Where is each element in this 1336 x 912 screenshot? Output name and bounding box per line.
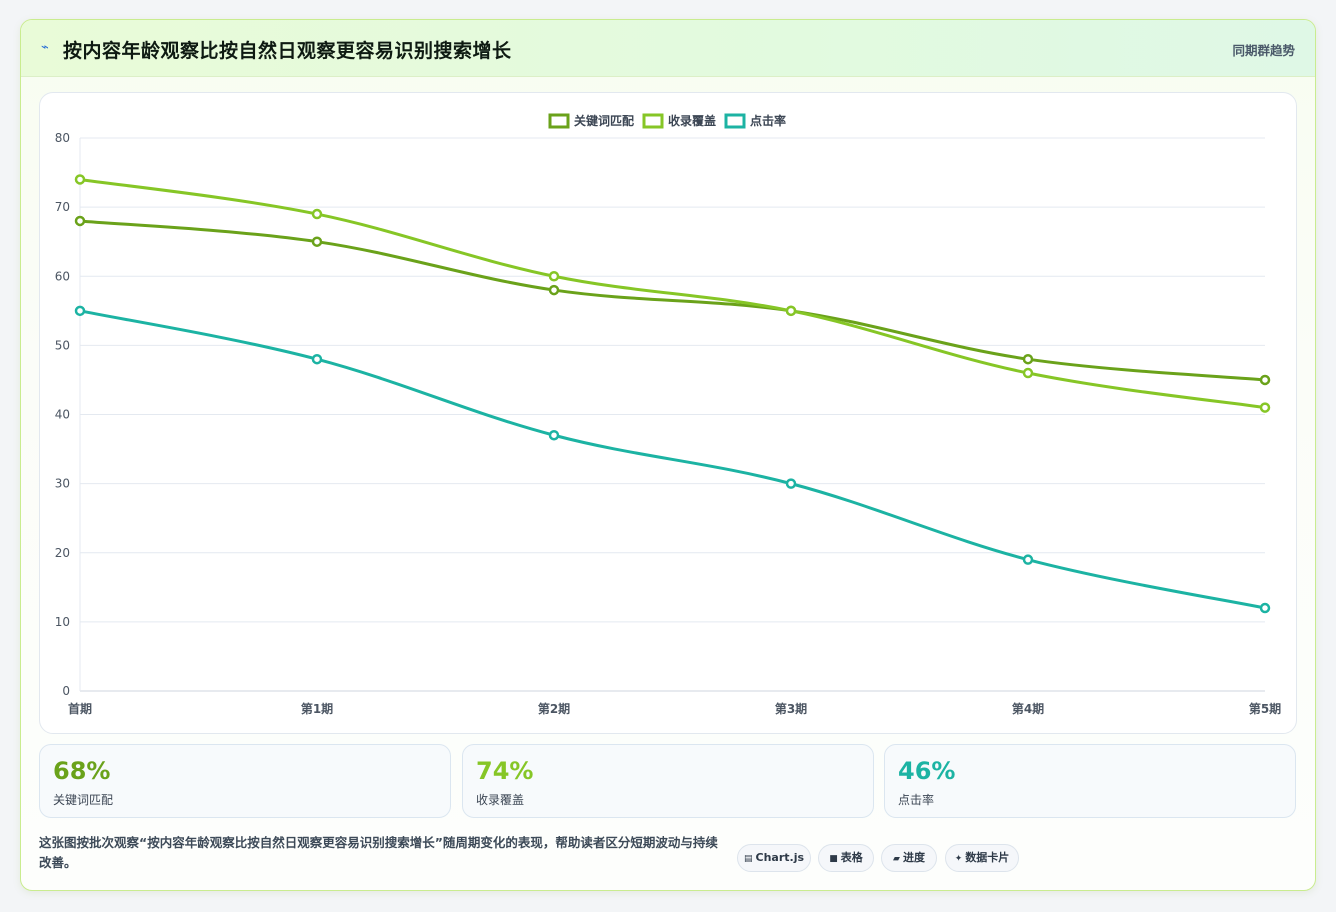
stat-label: 关键词匹配 [53, 793, 114, 807]
x-tick-label: 第4期 [1012, 701, 1044, 716]
data-point [311, 353, 323, 365]
lightning-icon: ⌁ [41, 40, 49, 55]
x-tick-label: 第5期 [1249, 701, 1281, 716]
y-tick-label: 30 [55, 477, 70, 491]
data-point [1259, 402, 1271, 413]
x-tick-label: 第1期 [301, 701, 333, 716]
data-point [74, 215, 86, 227]
sparkle-icon: ✦ [954, 854, 963, 864]
legend-swatch [642, 113, 664, 129]
progress-icon: ▰ [893, 854, 900, 864]
stat-label: 点击率 [898, 793, 935, 807]
y-tick-label: 80 [55, 131, 70, 145]
legend-swatch [548, 113, 570, 129]
datacard-tag-button[interactable]: ✦ 数据卡片 [945, 844, 1019, 872]
stat-card-index: 74% 收录覆盖 [462, 744, 874, 818]
legend-label: 收录覆盖 [668, 113, 716, 128]
chart-icon: ▤ [743, 854, 753, 864]
y-tick-label: 50 [55, 338, 70, 352]
series-line [79, 177, 1266, 410]
data-point [548, 429, 560, 441]
data-point [311, 236, 323, 247]
stat-value: 68% [53, 757, 111, 785]
progress-tag-button[interactable]: ▰ 进度 [881, 844, 937, 872]
chart-title: 按内容年龄观察比按自然日观察更容易识别搜索增长 [63, 40, 512, 62]
data-point [1022, 554, 1034, 565]
data-point [548, 271, 560, 282]
data-point [1022, 367, 1034, 379]
y-tick-label: 40 [55, 408, 70, 422]
data-point [785, 478, 797, 489]
card-header: ⌁ 按内容年龄观察比按自然日观察更容易识别搜索增长 同期群趋势 [21, 20, 1315, 77]
legend-label: 关键词匹配 [574, 113, 634, 128]
line-chart: 0 10 20 30 40 50 60 70 80 首期 第1期 第2期 第3期 第4期 第5期 关键词匹配 收… [55, 113, 1281, 716]
x-tick-label: 第2期 [538, 701, 570, 716]
chartjs-tag-button[interactable]: ▤ Chart.js [737, 844, 811, 872]
stat-value: 46% [898, 757, 956, 785]
table-tag-button[interactable]: ■ 表格 [818, 844, 874, 872]
y-tick-label: 60 [55, 269, 70, 283]
data-point [1022, 353, 1034, 365]
legend-swatch [724, 113, 746, 129]
legend-label: 点击率 [750, 113, 786, 128]
pill-label: Chart.js [755, 851, 805, 864]
x-tick-label: 首期 [68, 701, 92, 716]
data-point [548, 284, 560, 296]
stat-label: 收录覆盖 [476, 793, 525, 807]
data-point [785, 305, 797, 317]
data-point [74, 305, 86, 317]
stat-card-keyword: 68% 关键词匹配 [39, 744, 451, 818]
stat-value: 74% [476, 757, 534, 785]
chart-description: 这张图按批次观察“按内容年龄观察比按自然日观察更容易识别搜索增长”随周期变化的表… [39, 835, 718, 870]
y-tick-label: 0 [62, 684, 70, 698]
chart-card: ⌁ 按内容年龄观察比按自然日观察更容易识别搜索增长 同期群趋势 0 10 20 30 4… [20, 19, 1316, 891]
table-icon: ■ [829, 854, 838, 864]
pill-label: 进度 [902, 851, 925, 864]
pill-label: 数据卡片 [965, 851, 1010, 864]
pill-label: 表格 [840, 851, 863, 864]
data-point [1259, 602, 1271, 614]
y-tick-label: 20 [55, 546, 70, 560]
data-point [1259, 374, 1271, 386]
x-tick-label: 第3期 [775, 701, 807, 716]
series-line [79, 219, 1266, 382]
y-tick-label: 10 [55, 615, 70, 629]
series-line [79, 309, 1266, 610]
stat-card-ctr: 46% 点击率 [884, 744, 1296, 818]
data-point [74, 174, 86, 185]
cohort-trend-tag: 同期群趋势 [1232, 43, 1295, 58]
chart-panel: 0 10 20 30 40 50 60 70 80 首期 第1期 第2期 第3期 第4期 第5期 关键词匹配 收… [39, 92, 1297, 734]
y-tick-label: 70 [55, 200, 70, 214]
data-point [311, 208, 323, 220]
